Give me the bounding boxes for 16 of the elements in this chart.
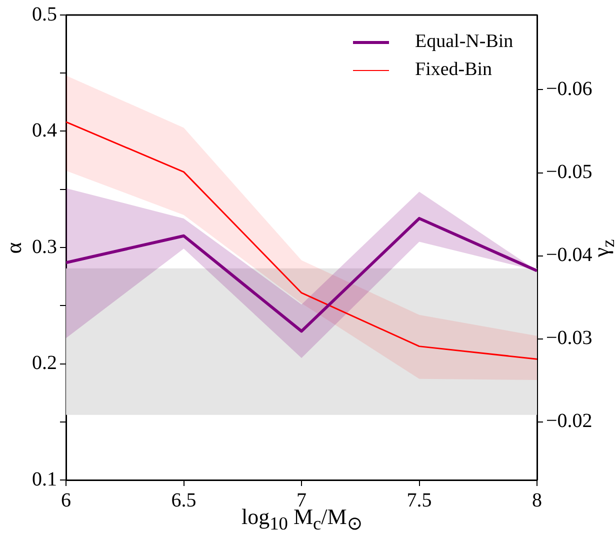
y-tick-label: 0.4 <box>32 120 57 142</box>
y-axis-title: α <box>0 242 27 254</box>
y2-tick-label: −0.03 <box>546 327 592 350</box>
y-tick-label: 0.3 <box>32 236 57 258</box>
legend-label: Equal-N-Bin <box>415 31 514 53</box>
x-tick-label: 8 <box>532 489 542 512</box>
y2-tick-label: −0.02 <box>546 410 592 432</box>
x-tick-label: 7.5 <box>406 489 432 512</box>
y-tick-label: 0.1 <box>32 468 57 490</box>
y2-tick-label: −0.06 <box>546 78 592 100</box>
y-tick-label: 0.2 <box>32 352 57 374</box>
x-tick-label: 6.5 <box>171 489 196 512</box>
y2-tick-label: −0.05 <box>546 161 592 184</box>
x-tick-label: 6 <box>61 489 71 512</box>
y-tick-label: 0.5 <box>32 3 57 26</box>
legend-label: Fixed-Bin <box>415 59 492 81</box>
